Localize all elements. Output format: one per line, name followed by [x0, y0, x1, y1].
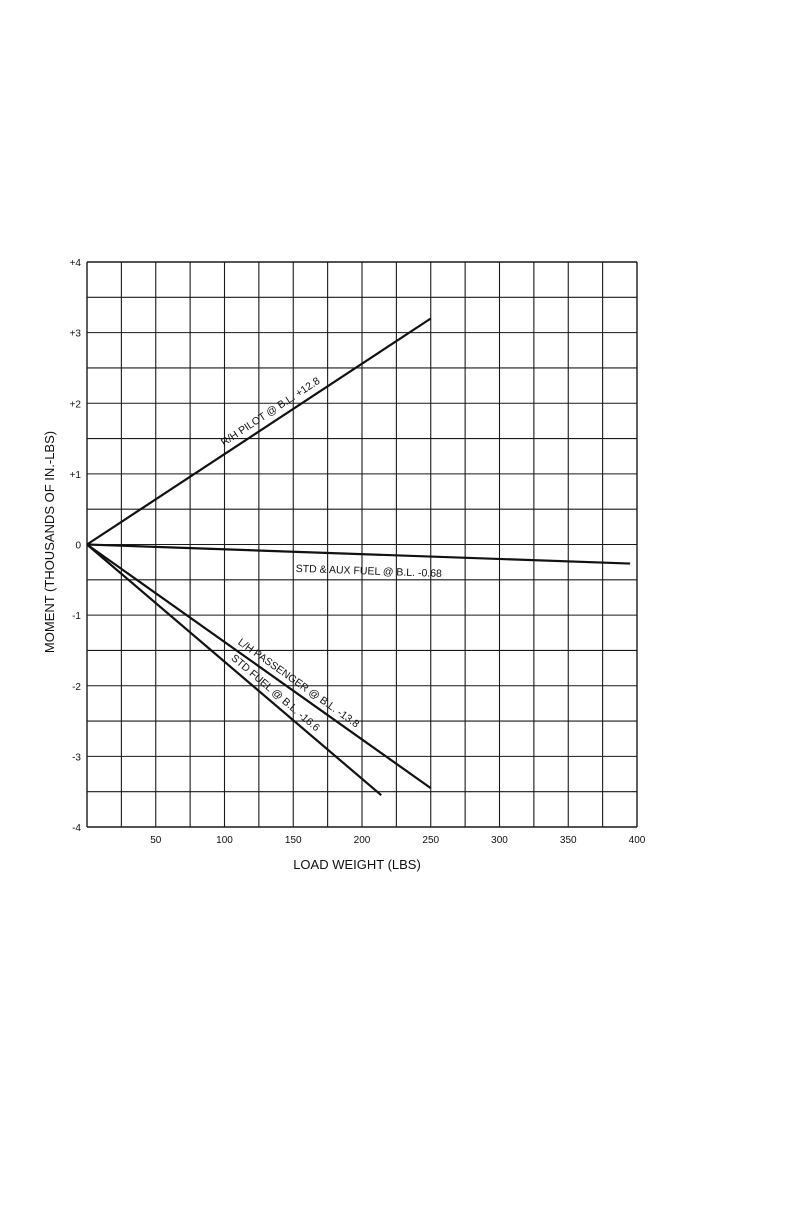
x-tick-label: 150 — [285, 835, 302, 846]
series-lines — [86, 317, 631, 797]
grid — [86, 261, 638, 828]
x-tick-label: 50 — [150, 835, 162, 846]
series-line — [86, 543, 631, 565]
y-tick-label: +1 — [70, 470, 82, 481]
y-tick-label: +4 — [70, 258, 82, 269]
y-tick-label: -2 — [72, 682, 81, 693]
y-tick-label: -4 — [72, 823, 81, 834]
series-line — [86, 317, 432, 546]
x-tick-label: 250 — [422, 835, 439, 846]
y-tick-label: +2 — [70, 399, 82, 410]
series-line — [86, 543, 432, 790]
y-tick-label: -3 — [72, 752, 81, 763]
x-tick-label: 350 — [560, 835, 577, 846]
y-tick-label: +3 — [70, 329, 82, 340]
x-tick-label: 200 — [354, 835, 371, 846]
x-axis-label: LOAD WEIGHT (LBS) — [293, 857, 421, 872]
x-tick-label: 300 — [491, 835, 508, 846]
y-tick-label: 0 — [75, 541, 81, 552]
tick-labels: 50 100 150 200 250 300 350 400 +4 +3 +2 +1 0 -1 -2 -3 -4 — [70, 258, 646, 846]
y-axis-label: MOMENT (THOUSANDS OF IN.-LBS) — [42, 431, 57, 653]
x-tick-label: 400 — [629, 835, 646, 846]
series-label: R/H PILOT @ B.L. +12.8 — [219, 375, 322, 449]
series-line — [86, 543, 382, 797]
x-tick-label: 100 — [216, 835, 233, 846]
series-label: STD & AUX FUEL @ B.L. -0.68 — [296, 563, 443, 580]
y-tick-label: -1 — [72, 611, 81, 622]
series-labels: R/H PILOT @ B.L. +12.8 STD & AUX FUEL @ B… — [219, 375, 442, 734]
